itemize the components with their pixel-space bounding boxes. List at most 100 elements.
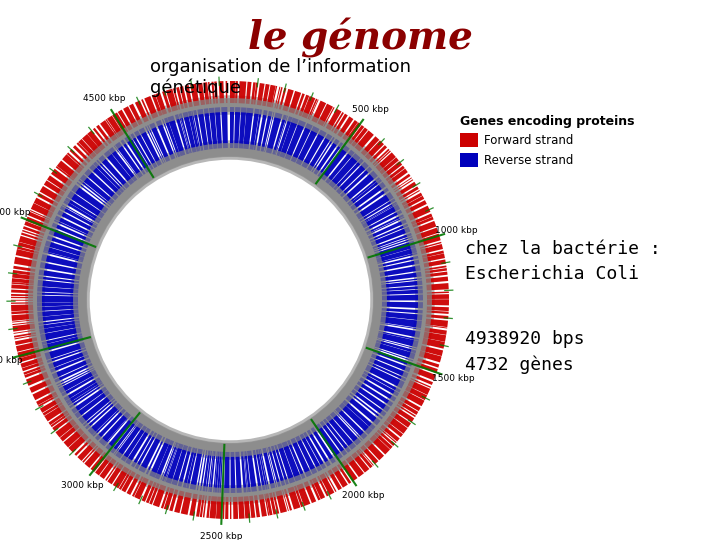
- Polygon shape: [250, 109, 260, 150]
- Polygon shape: [68, 433, 89, 453]
- Polygon shape: [420, 242, 441, 249]
- Polygon shape: [54, 363, 93, 383]
- Polygon shape: [374, 348, 413, 361]
- Polygon shape: [212, 82, 215, 104]
- Polygon shape: [48, 350, 88, 369]
- Polygon shape: [230, 81, 235, 103]
- Polygon shape: [222, 497, 225, 519]
- Polygon shape: [355, 130, 374, 151]
- Polygon shape: [361, 136, 379, 156]
- Polygon shape: [333, 113, 348, 134]
- Polygon shape: [11, 289, 33, 293]
- Polygon shape: [71, 185, 108, 213]
- Polygon shape: [181, 492, 192, 515]
- Polygon shape: [364, 210, 402, 231]
- Polygon shape: [162, 119, 177, 158]
- Polygon shape: [297, 483, 310, 506]
- Polygon shape: [185, 85, 193, 107]
- Polygon shape: [78, 139, 96, 158]
- Polygon shape: [104, 415, 131, 447]
- Polygon shape: [374, 151, 391, 166]
- Polygon shape: [377, 253, 418, 264]
- Polygon shape: [13, 266, 35, 272]
- Polygon shape: [164, 443, 179, 482]
- Polygon shape: [131, 430, 154, 468]
- Polygon shape: [100, 120, 117, 141]
- Polygon shape: [379, 325, 420, 338]
- Polygon shape: [382, 289, 423, 295]
- Polygon shape: [408, 206, 431, 221]
- Polygon shape: [12, 310, 33, 314]
- Polygon shape: [134, 477, 149, 500]
- Polygon shape: [47, 176, 68, 192]
- Polygon shape: [221, 107, 228, 148]
- Polygon shape: [395, 179, 413, 192]
- Polygon shape: [400, 397, 420, 411]
- Polygon shape: [233, 497, 238, 519]
- Polygon shape: [420, 244, 443, 254]
- Polygon shape: [340, 167, 372, 197]
- Polygon shape: [356, 450, 372, 468]
- Polygon shape: [377, 429, 395, 446]
- Polygon shape: [130, 133, 153, 170]
- Polygon shape: [262, 84, 270, 106]
- Polygon shape: [222, 452, 225, 493]
- Polygon shape: [30, 379, 52, 393]
- Polygon shape: [374, 432, 392, 449]
- Polygon shape: [364, 371, 401, 393]
- Polygon shape: [38, 276, 79, 284]
- Polygon shape: [192, 111, 200, 151]
- Polygon shape: [256, 110, 268, 151]
- Polygon shape: [427, 299, 449, 306]
- Polygon shape: [96, 160, 126, 191]
- Polygon shape: [374, 342, 415, 359]
- Polygon shape: [384, 421, 403, 437]
- Text: 4500 kbp: 4500 kbp: [84, 94, 126, 104]
- Polygon shape: [37, 302, 78, 307]
- Polygon shape: [37, 306, 78, 311]
- Polygon shape: [403, 196, 424, 209]
- Polygon shape: [356, 192, 394, 219]
- Polygon shape: [208, 82, 212, 104]
- Polygon shape: [238, 497, 245, 519]
- Polygon shape: [99, 458, 117, 479]
- Polygon shape: [183, 112, 197, 153]
- Polygon shape: [40, 327, 81, 341]
- Polygon shape: [317, 476, 329, 496]
- Text: Reverse strand: Reverse strand: [484, 153, 573, 166]
- Polygon shape: [381, 312, 423, 321]
- Polygon shape: [11, 300, 33, 301]
- Polygon shape: [161, 442, 176, 480]
- Polygon shape: [258, 494, 267, 517]
- Polygon shape: [302, 96, 315, 119]
- Polygon shape: [96, 125, 112, 144]
- Polygon shape: [243, 451, 248, 492]
- Polygon shape: [300, 434, 323, 471]
- Polygon shape: [390, 411, 411, 428]
- Polygon shape: [414, 221, 436, 234]
- Polygon shape: [371, 354, 410, 372]
- Polygon shape: [325, 150, 355, 184]
- Polygon shape: [17, 347, 40, 359]
- Polygon shape: [11, 305, 33, 311]
- Polygon shape: [346, 456, 364, 477]
- Polygon shape: [132, 476, 143, 497]
- Polygon shape: [37, 287, 78, 293]
- Polygon shape: [60, 206, 97, 228]
- Polygon shape: [422, 251, 444, 258]
- Polygon shape: [99, 155, 130, 189]
- Polygon shape: [129, 104, 143, 125]
- Polygon shape: [266, 85, 276, 107]
- Polygon shape: [135, 100, 149, 123]
- Polygon shape: [365, 140, 384, 160]
- Polygon shape: [91, 452, 108, 472]
- Polygon shape: [127, 474, 140, 495]
- Polygon shape: [240, 451, 247, 492]
- Polygon shape: [282, 490, 289, 511]
- Polygon shape: [76, 182, 110, 208]
- Polygon shape: [174, 490, 184, 513]
- Polygon shape: [249, 496, 256, 518]
- Polygon shape: [14, 330, 35, 334]
- Polygon shape: [58, 368, 94, 388]
- Polygon shape: [47, 348, 86, 363]
